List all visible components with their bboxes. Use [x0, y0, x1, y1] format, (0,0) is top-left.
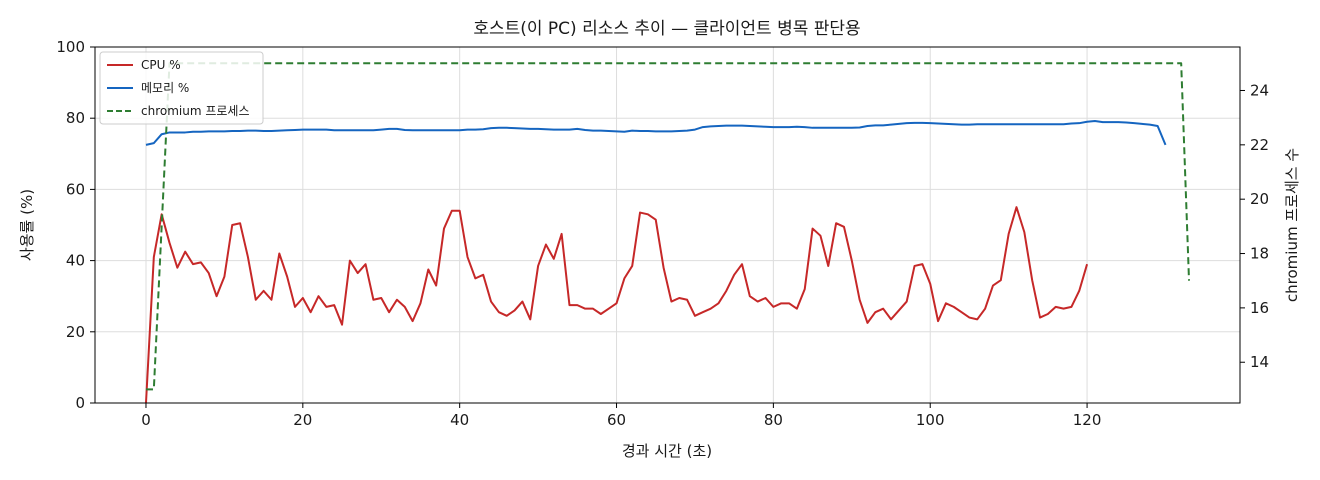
legend-box: [99, 51, 264, 125]
gridlines: [95, 47, 1240, 403]
legend: CPU % 메모리 % chromium 프로세스: [99, 51, 264, 125]
y-right-tick-label: 18: [1250, 245, 1269, 263]
y-axis-label: 사용률 (%): [18, 189, 36, 261]
series-line-memory: [145, 120, 1167, 146]
y-tick-label: 0: [75, 394, 85, 412]
legend-label-cpu: CPU %: [141, 58, 181, 72]
y-tick-label: 40: [66, 252, 85, 270]
y-right-tick-label: 20: [1250, 190, 1269, 208]
y-tick-label: 100: [56, 38, 85, 56]
series-line-cpu: [144, 206, 1089, 404]
x-ticks: 0 20 40 60 80 100 120: [141, 403, 1101, 429]
x-tick-label: 40: [450, 411, 469, 429]
x-tick-label: 20: [293, 411, 312, 429]
x-tick-label: 120: [1073, 411, 1102, 429]
x-axis-label: 경과 시간 (초): [622, 442, 712, 460]
y-right-tick-label: 22: [1250, 136, 1269, 154]
plot-frame: [94, 46, 1241, 404]
x-tick-label: 80: [764, 411, 783, 429]
legend-label-memory: 메모리 %: [141, 81, 189, 95]
y-ticks: 0 20 40 60 80 100: [56, 38, 95, 412]
y-right-tick-label: 24: [1250, 81, 1269, 99]
y-right-axis-label: chromium 프로세스 수: [1283, 148, 1301, 302]
chart-title: 호스트(이 PC) 리소스 추이 — 클라이언트 병목 판단용: [473, 19, 860, 39]
y-right-ticks: 14 16 18 20 22 24: [1240, 81, 1269, 371]
y-tick-label: 80: [66, 109, 85, 127]
x-tick-label: 0: [141, 411, 151, 429]
y-tick-label: 60: [66, 180, 85, 198]
x-tick-label: 60: [607, 411, 626, 429]
plot-background: [95, 47, 1240, 403]
y-right-tick-label: 16: [1250, 299, 1269, 317]
y-tick-label: 20: [66, 323, 85, 341]
y-right-tick-label: 14: [1250, 353, 1269, 371]
x-tick-label: 100: [916, 411, 945, 429]
legend-label-chromium: chromium 프로세스: [141, 104, 250, 118]
